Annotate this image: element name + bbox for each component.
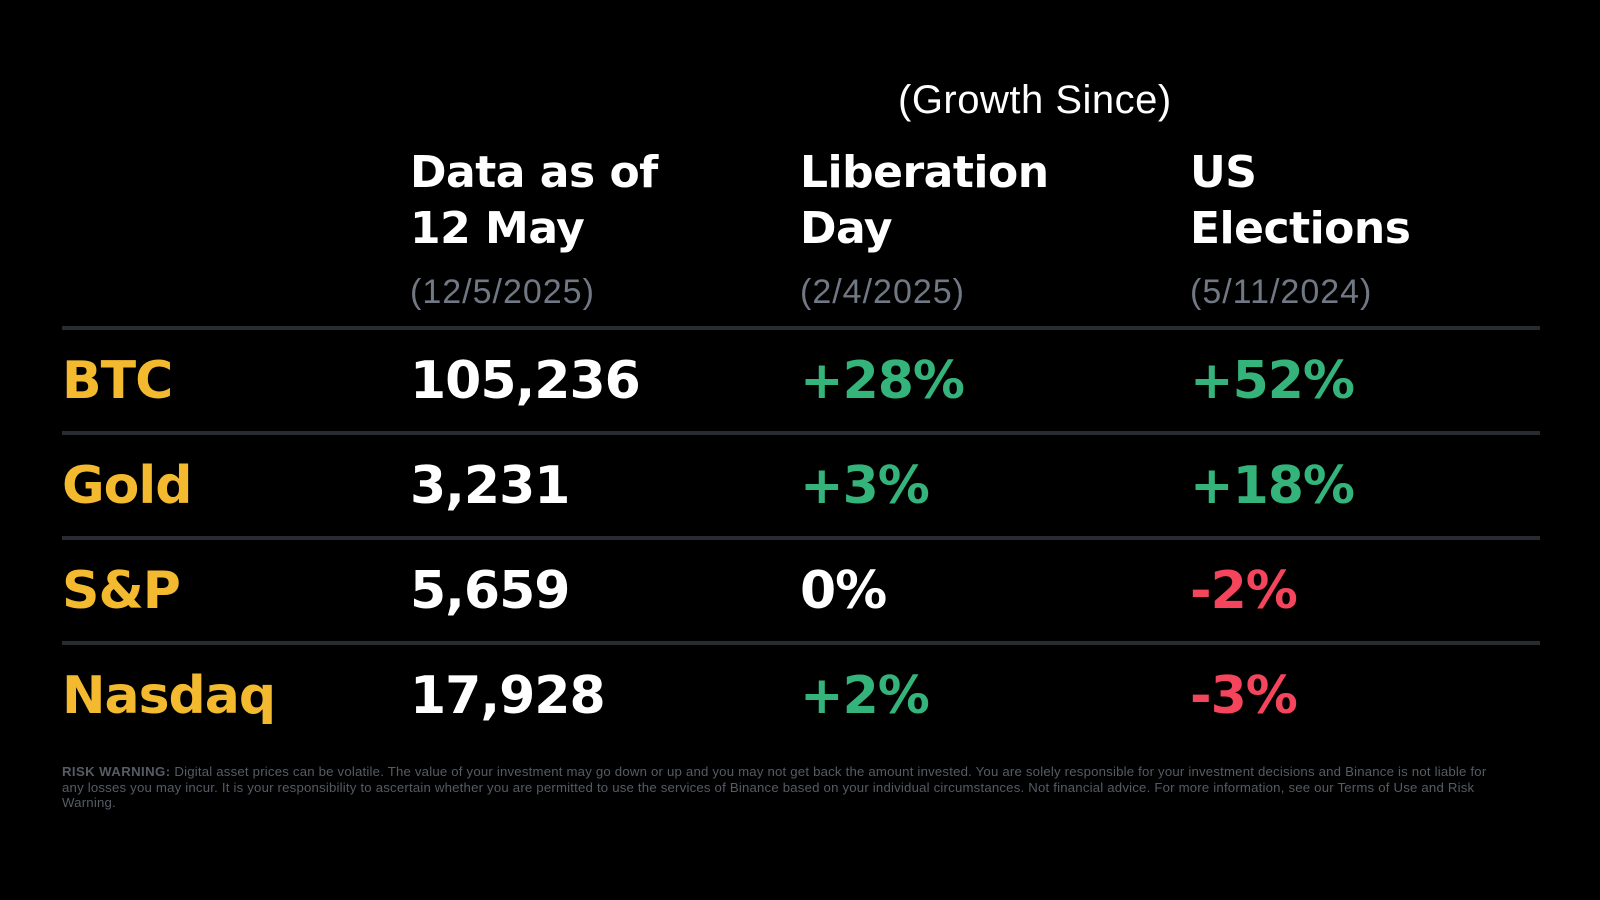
change-us-elections: -2% [1190, 560, 1298, 621]
column-header-data-as-of: Data as of 12 May (12/5/2025) [410, 145, 800, 312]
table-row-btc: BTC 105,236 +28% +52% [62, 326, 1540, 431]
table-header: Data as of 12 May (12/5/2025) Liberation… [62, 145, 1540, 312]
column-title: US Elections [1190, 147, 1411, 254]
table-row-sp: S&P 5,659 0% -2% [62, 536, 1540, 641]
asset-label: BTC [62, 350, 173, 411]
change-us-elections: +52% [1190, 350, 1355, 411]
risk-warning-text: Digital asset prices can be volatile. Th… [62, 764, 1487, 811]
column-title: Data as of 12 May [410, 147, 658, 254]
price-value: 105,236 [410, 350, 641, 411]
price-value: 17,928 [410, 665, 606, 726]
column-title: Liberation Day [800, 147, 1049, 254]
table-row-gold: Gold 3,231 +3% +18% [62, 431, 1540, 536]
column-header-liberation-day: Liberation Day (2/4/2025) [800, 145, 1190, 312]
asset-label: Gold [62, 455, 192, 516]
change-us-elections: +18% [1190, 455, 1355, 516]
change-liberation-day: 0% [800, 560, 887, 621]
price-value: 3,231 [410, 455, 570, 516]
column-date: (5/11/2024) [1190, 273, 1373, 311]
column-date: (12/5/2025) [410, 273, 595, 311]
change-liberation-day: +2% [800, 665, 930, 726]
change-us-elections: -3% [1190, 665, 1298, 726]
table-body: BTC 105,236 +28% +52% Gold 3,231 +3% +18… [62, 326, 1540, 746]
growth-since-title: (Growth Since) [898, 78, 1172, 122]
risk-warning-label: RISK WARNING: [62, 764, 171, 779]
column-header-us-elections: US Elections (5/11/2024) [1190, 145, 1540, 312]
risk-warning: RISK WARNING: Digital asset prices can b… [62, 764, 1494, 811]
table-row-nasdaq: Nasdaq 17,928 +2% -3% [62, 641, 1540, 746]
asset-label: Nasdaq [62, 665, 276, 726]
price-value: 5,659 [410, 560, 570, 621]
column-date: (2/4/2025) [800, 273, 965, 311]
change-liberation-day: +3% [800, 455, 930, 516]
change-liberation-day: +28% [800, 350, 965, 411]
asset-label: S&P [62, 560, 181, 621]
